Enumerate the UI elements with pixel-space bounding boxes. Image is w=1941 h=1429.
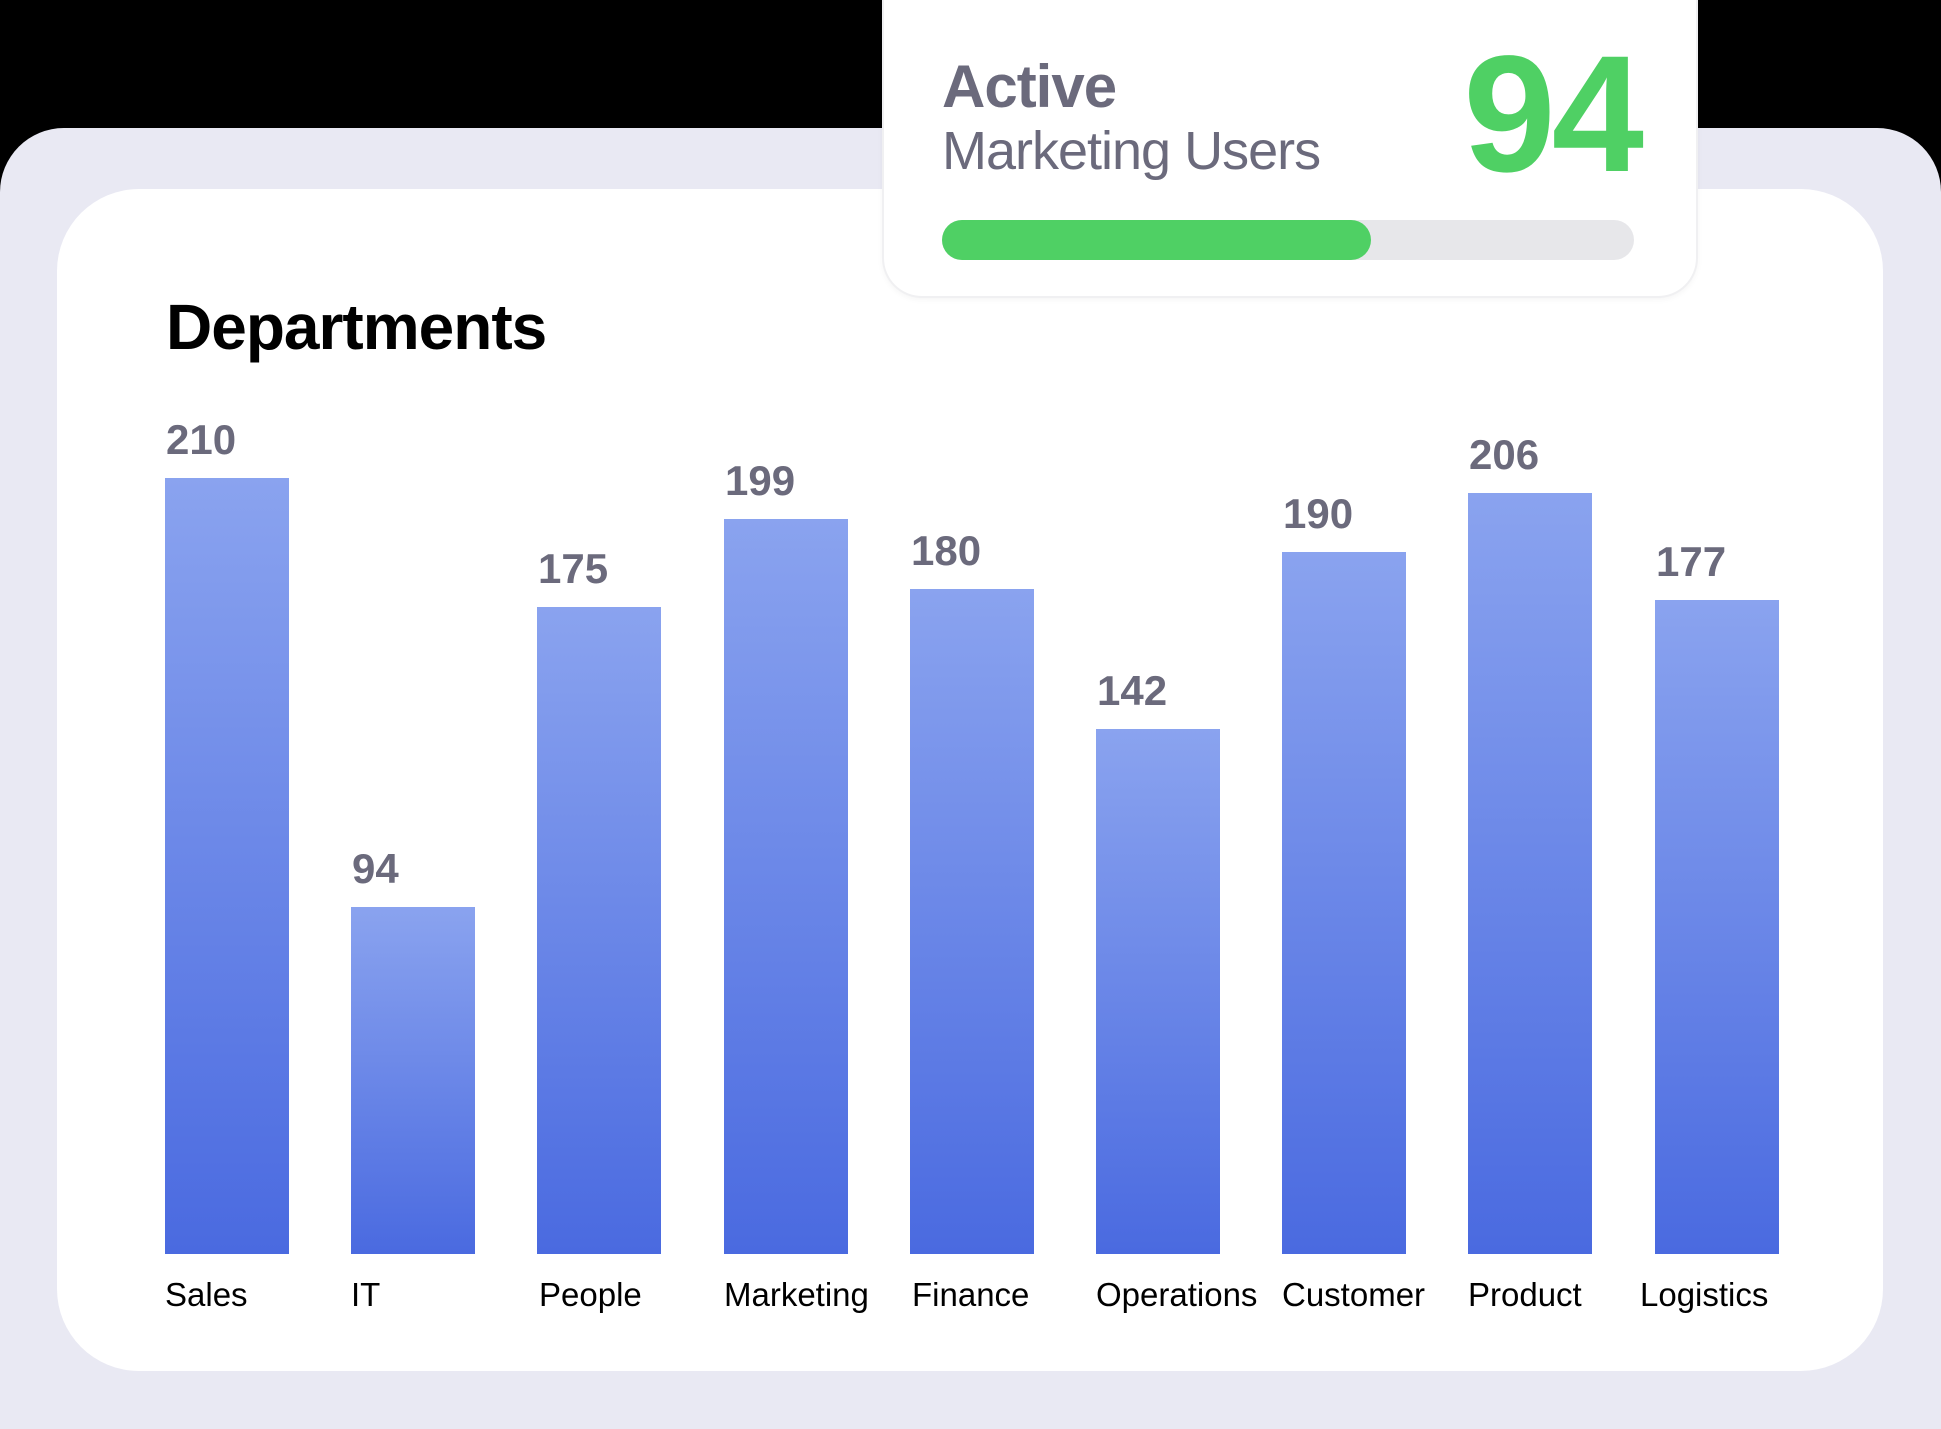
bar-value-label: 180 <box>911 527 982 574</box>
bar-value-label: 175 <box>538 545 609 592</box>
progress-fill <box>942 220 1372 260</box>
category-label: People <box>539 1276 642 1313</box>
bar-marketing: 199 <box>724 457 848 1254</box>
bar-people: 175 <box>537 545 661 1254</box>
category-label: Marketing <box>724 1276 869 1313</box>
bar-logistics: 177 <box>1655 538 1779 1254</box>
bar-value-label: 177 <box>1656 538 1727 585</box>
bar-sales: 210 <box>165 416 289 1254</box>
bar-fill <box>537 607 661 1254</box>
bar-fill <box>351 907 475 1254</box>
bar-fill <box>1468 493 1592 1254</box>
bar-value-label: 206 <box>1469 431 1540 478</box>
chart-title: Departments <box>166 291 547 363</box>
progress-track <box>942 220 1634 260</box>
bar-product: 206 <box>1468 431 1592 1254</box>
bar-value-label: 142 <box>1097 667 1168 714</box>
bar-value-label: 190 <box>1283 490 1354 537</box>
bar-value-label: 94 <box>352 845 399 892</box>
bar-customer: 190 <box>1282 490 1406 1254</box>
active-title: Active <box>942 53 1117 120</box>
bar-it: 94 <box>351 845 475 1254</box>
category-label: Logistics <box>1640 1276 1769 1313</box>
bar-value-label: 210 <box>166 416 237 463</box>
bar-fill <box>1282 552 1406 1254</box>
bar-fill <box>1096 729 1220 1254</box>
bar-fill <box>165 478 289 1254</box>
bar-finance: 180 <box>910 527 1034 1254</box>
category-label: Customer <box>1282 1276 1426 1313</box>
category-label: Product <box>1468 1276 1582 1313</box>
bar-operations: 142 <box>1096 667 1220 1254</box>
category-label: IT <box>351 1276 381 1313</box>
bar-fill <box>910 589 1034 1254</box>
active-count: 94 <box>1463 22 1644 207</box>
bar-value-label: 199 <box>725 457 796 504</box>
category-label: Finance <box>912 1276 1030 1313</box>
active-users-widget: Active Marketing Users 94 <box>882 0 1698 298</box>
active-subtitle: Marketing Users <box>942 121 1321 181</box>
category-label: Sales <box>165 1276 248 1313</box>
bar-fill <box>1655 600 1779 1254</box>
bar-fill <box>724 519 848 1254</box>
category-label: Operations <box>1096 1276 1258 1313</box>
